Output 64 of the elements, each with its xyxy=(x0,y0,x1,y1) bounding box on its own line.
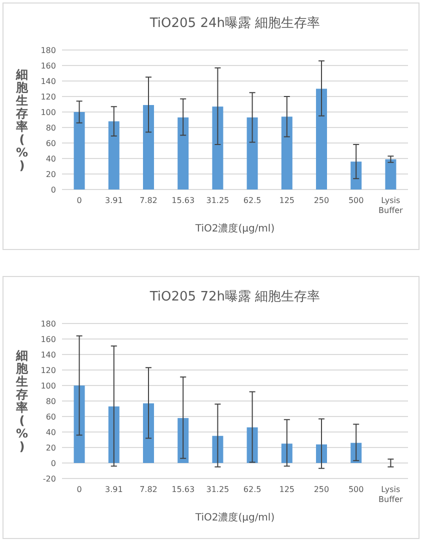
chart-title: TiO205 72h曝露 細胞生存率 xyxy=(148,288,320,304)
y-tick-label: 80 xyxy=(46,397,56,406)
bar xyxy=(212,436,224,463)
y-tick-label: 180 xyxy=(40,320,56,328)
x-tick-label: 31.25 xyxy=(205,196,230,206)
x-axis-title: TiO2濃度(μg/ml) xyxy=(194,512,275,524)
y-tick-label: 140 xyxy=(40,77,56,86)
y-tick-label: 120 xyxy=(40,92,56,102)
bar xyxy=(316,88,327,190)
x-tick-label: 7.82 xyxy=(138,484,158,494)
y-tick-label: 0 xyxy=(50,459,56,468)
x-tick-label: 3.91 xyxy=(104,484,124,494)
x-tick-label: 250 xyxy=(312,196,330,206)
x-tick-label: 250 xyxy=(312,484,330,494)
x-tick-label: 15.63 xyxy=(170,484,196,494)
x-axis-title: TiO2濃度(μg/ml) xyxy=(194,222,275,234)
bar xyxy=(281,444,292,463)
x-tick-label: Lysis Buffer xyxy=(378,484,404,504)
bar xyxy=(246,117,258,190)
y-tick-label: 20 xyxy=(46,444,56,452)
y-tick-label: 80 xyxy=(46,124,56,132)
x-tick-label: 500 xyxy=(347,484,365,494)
y-axis-title: 細胞生存率(%) xyxy=(15,348,29,454)
y-axis-title: 細胞生存率(%) xyxy=(15,67,29,172)
y-tick-label: 120 xyxy=(40,366,56,375)
y-tick-label: 160 xyxy=(40,62,56,70)
bar xyxy=(74,112,85,190)
y-tick-label: 60 xyxy=(46,139,56,148)
y-tick-label: 100 xyxy=(40,382,56,390)
x-tick-label: 0 xyxy=(76,484,83,494)
y-tick-label: 140 xyxy=(40,350,56,360)
y-tick-label: 40 xyxy=(46,154,56,164)
bar xyxy=(178,117,189,190)
chart-title: TiO205 24h曝露 細胞生存率 xyxy=(148,15,320,31)
bar xyxy=(350,162,362,190)
x-tick-label: 62.5 xyxy=(242,196,262,206)
y-tick-label: 100 xyxy=(40,108,56,117)
y-tick-label: 40 xyxy=(46,428,56,437)
x-tick-label: 3.91 xyxy=(104,196,124,206)
x-tick-label: 500 xyxy=(347,196,365,206)
y-tick-label: 20 xyxy=(46,170,56,179)
x-tick-label: 125 xyxy=(278,484,296,494)
bar xyxy=(143,105,154,190)
y-tick-label: 160 xyxy=(40,335,56,344)
x-tick-label: Lysis Buffer xyxy=(378,196,404,216)
bar xyxy=(74,386,85,463)
y-tick-label: -20 xyxy=(42,474,56,484)
bar xyxy=(178,418,189,463)
y-tick-label: 60 xyxy=(46,412,56,422)
bar xyxy=(108,121,120,190)
x-tick-label: 125 xyxy=(278,196,296,206)
bar xyxy=(316,444,327,463)
x-tick-label: 0 xyxy=(76,196,83,206)
y-tick-label: 180 xyxy=(40,46,56,55)
y-tick-label: 0 xyxy=(50,186,56,194)
x-tick-label: 62.5 xyxy=(242,484,262,494)
bar xyxy=(212,106,224,190)
x-tick-label: 15.63 xyxy=(170,196,196,206)
bar xyxy=(281,116,292,190)
x-tick-label: 7.82 xyxy=(138,196,158,206)
x-tick-label: 31.25 xyxy=(205,484,230,494)
bar xyxy=(385,159,396,190)
bar xyxy=(108,406,120,463)
bar xyxy=(143,403,154,463)
